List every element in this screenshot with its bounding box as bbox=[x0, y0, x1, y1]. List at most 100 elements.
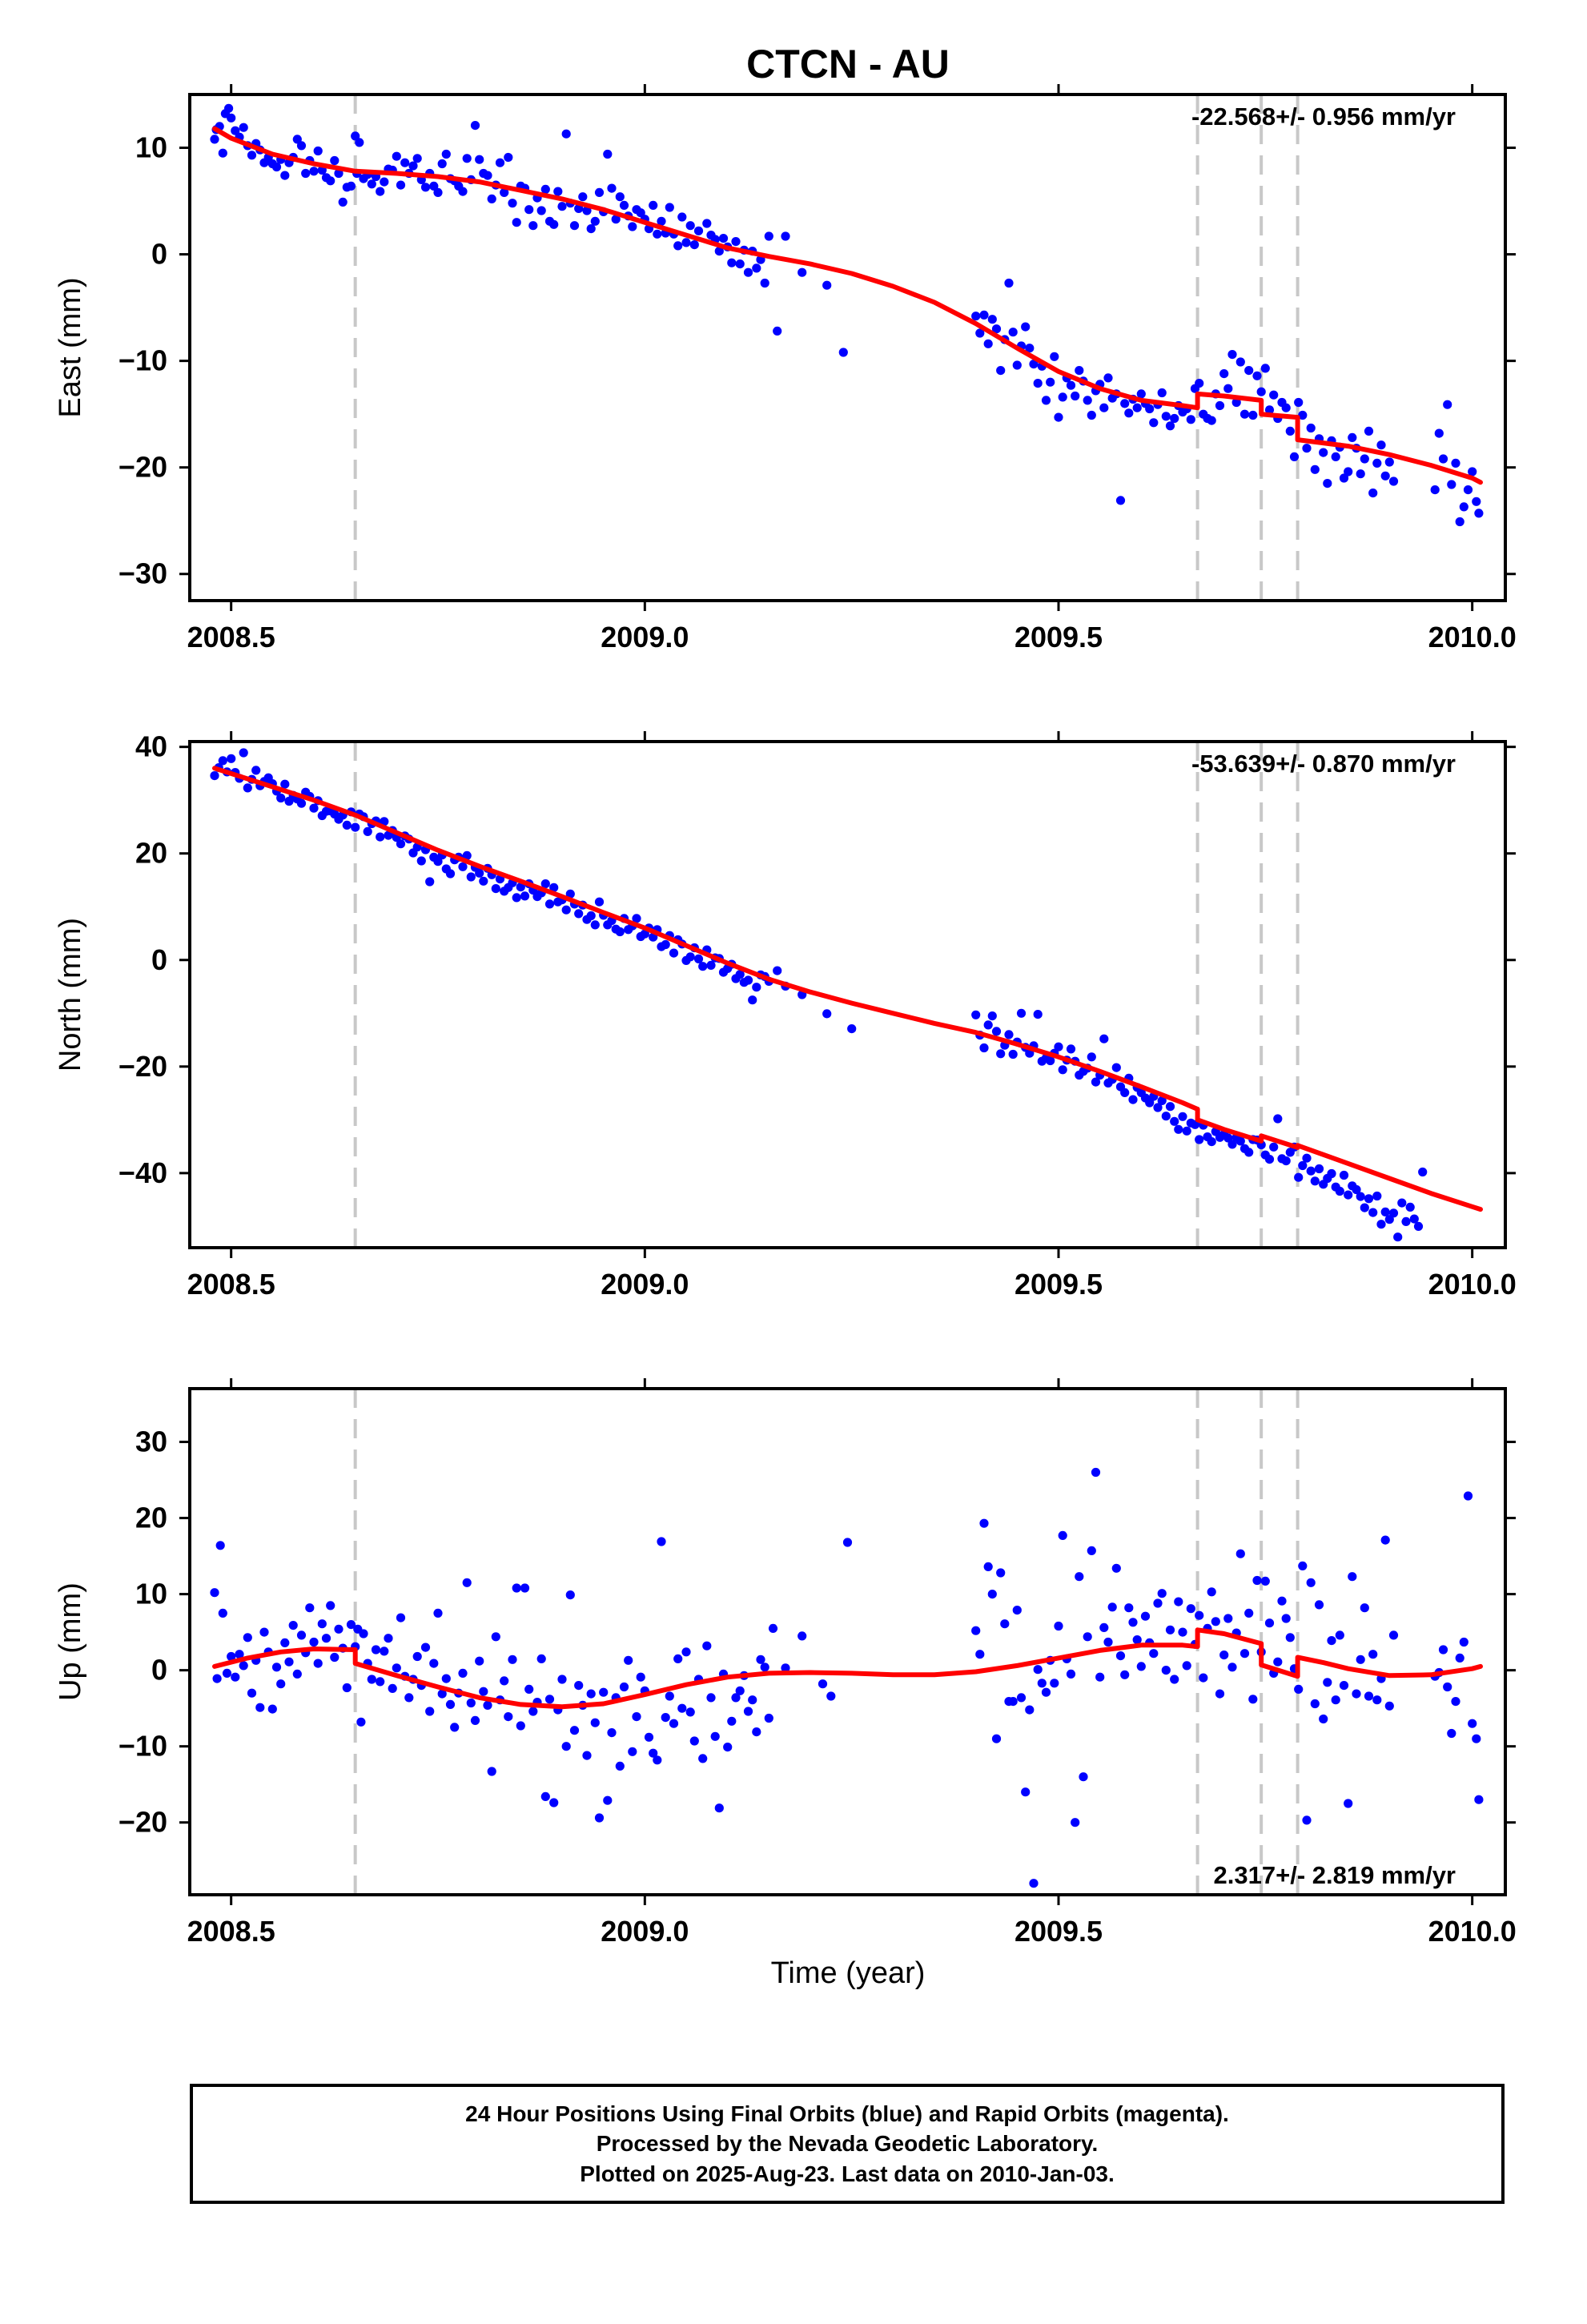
data-point bbox=[706, 960, 716, 970]
x-tick-label: 2010.0 bbox=[1428, 621, 1517, 653]
data-point bbox=[569, 221, 580, 231]
model-fit-line bbox=[212, 126, 1483, 485]
data-point bbox=[1050, 352, 1059, 361]
x-tick-label: 2009.0 bbox=[601, 621, 689, 653]
data-point bbox=[727, 1716, 737, 1726]
y-tick-label: 10 bbox=[135, 131, 167, 164]
data-point bbox=[735, 259, 745, 269]
data-point bbox=[420, 1642, 431, 1652]
footer-line-2: Processed by the Nevada Geodetic Laborat… bbox=[596, 2131, 1099, 2157]
data-point bbox=[996, 1049, 1006, 1059]
data-point bbox=[251, 766, 261, 775]
data-point bbox=[210, 1588, 219, 1598]
data-point bbox=[540, 1791, 550, 1801]
data-point bbox=[1335, 1630, 1344, 1640]
data-point bbox=[1190, 1120, 1200, 1129]
data-point bbox=[685, 952, 695, 962]
data-point bbox=[1439, 0, 1448, 5]
data-point bbox=[561, 1742, 571, 1751]
data-point bbox=[1472, 1734, 1481, 1743]
x-tick-label: 2009.5 bbox=[1014, 621, 1103, 653]
data-point bbox=[1087, 1052, 1096, 1062]
figure-title: CTCN - AU bbox=[746, 42, 950, 86]
data-point bbox=[1195, 1610, 1204, 1620]
data-point bbox=[557, 1675, 567, 1684]
data-point bbox=[1388, 476, 1399, 486]
data-point bbox=[508, 1655, 517, 1664]
data-point bbox=[1095, 1672, 1105, 1682]
data-point bbox=[624, 1655, 633, 1665]
data-point bbox=[1314, 1600, 1324, 1610]
data-point bbox=[239, 123, 248, 132]
data-point bbox=[1264, 405, 1275, 415]
data-point bbox=[1352, 1689, 1361, 1699]
data-point bbox=[218, 1608, 227, 1618]
data-point bbox=[979, 1518, 989, 1528]
data-point bbox=[475, 868, 484, 878]
data-point bbox=[1008, 1049, 1018, 1059]
data-point bbox=[1364, 1194, 1374, 1204]
data-point bbox=[380, 1647, 389, 1656]
data-point bbox=[450, 1723, 460, 1732]
data-point bbox=[1016, 1693, 1027, 1703]
data-point bbox=[1264, 1618, 1275, 1628]
x-tick-label: 2010.0 bbox=[1428, 1268, 1517, 1301]
data-point bbox=[1227, 1140, 1237, 1149]
data-point bbox=[313, 1659, 323, 1668]
data-point bbox=[441, 149, 451, 159]
data-point bbox=[1335, 1186, 1344, 1196]
plot-frame bbox=[188, 1387, 1507, 1896]
data-point bbox=[1460, 0, 1468, 5]
data-point bbox=[743, 975, 753, 985]
data-point bbox=[1339, 473, 1349, 483]
data-point bbox=[528, 1707, 538, 1716]
data-point bbox=[1474, 509, 1484, 518]
data-point bbox=[1099, 1034, 1109, 1043]
data-point bbox=[1087, 1546, 1096, 1555]
data-point bbox=[243, 783, 252, 793]
data-point bbox=[971, 312, 981, 321]
data-point bbox=[594, 187, 605, 197]
data-point bbox=[987, 315, 997, 324]
data-point bbox=[1054, 1042, 1063, 1051]
y-tick-label: 0 bbox=[151, 943, 167, 976]
data-point bbox=[1472, 0, 1481, 5]
data-point bbox=[1025, 1705, 1035, 1715]
data-point bbox=[1223, 1614, 1233, 1623]
data-point bbox=[1451, 1697, 1460, 1707]
data-point bbox=[1223, 384, 1233, 393]
data-point bbox=[743, 267, 753, 277]
data-point bbox=[404, 1693, 414, 1703]
data-point bbox=[1219, 1651, 1229, 1660]
data-point bbox=[578, 192, 588, 202]
data-point bbox=[1149, 418, 1159, 428]
data-point bbox=[718, 234, 729, 243]
data-point bbox=[760, 1663, 769, 1672]
data-point bbox=[1174, 1597, 1183, 1606]
data-point bbox=[619, 1682, 629, 1692]
y-tick-label: −20 bbox=[119, 1806, 167, 1839]
data-point bbox=[822, 280, 832, 290]
data-point bbox=[425, 1707, 435, 1716]
data-point bbox=[1244, 366, 1254, 376]
data-point bbox=[594, 1813, 605, 1823]
data-point bbox=[227, 1651, 236, 1662]
data-point bbox=[1339, 1681, 1349, 1691]
data-point bbox=[1000, 1619, 1010, 1629]
plot-frame bbox=[188, 740, 1507, 1249]
data-point bbox=[702, 1641, 712, 1651]
data-point bbox=[271, 162, 282, 172]
data-point bbox=[1356, 1192, 1365, 1201]
data-point bbox=[1199, 1673, 1208, 1683]
data-point bbox=[1041, 1687, 1051, 1697]
data-point bbox=[309, 167, 319, 176]
data-point bbox=[1397, 1198, 1407, 1208]
data-point bbox=[292, 1669, 302, 1679]
data-point bbox=[661, 939, 670, 950]
data-point bbox=[1323, 479, 1332, 489]
data-point bbox=[224, 103, 234, 113]
data-point bbox=[215, 1541, 225, 1550]
data-point bbox=[1298, 410, 1308, 420]
data-point bbox=[1050, 1679, 1059, 1688]
